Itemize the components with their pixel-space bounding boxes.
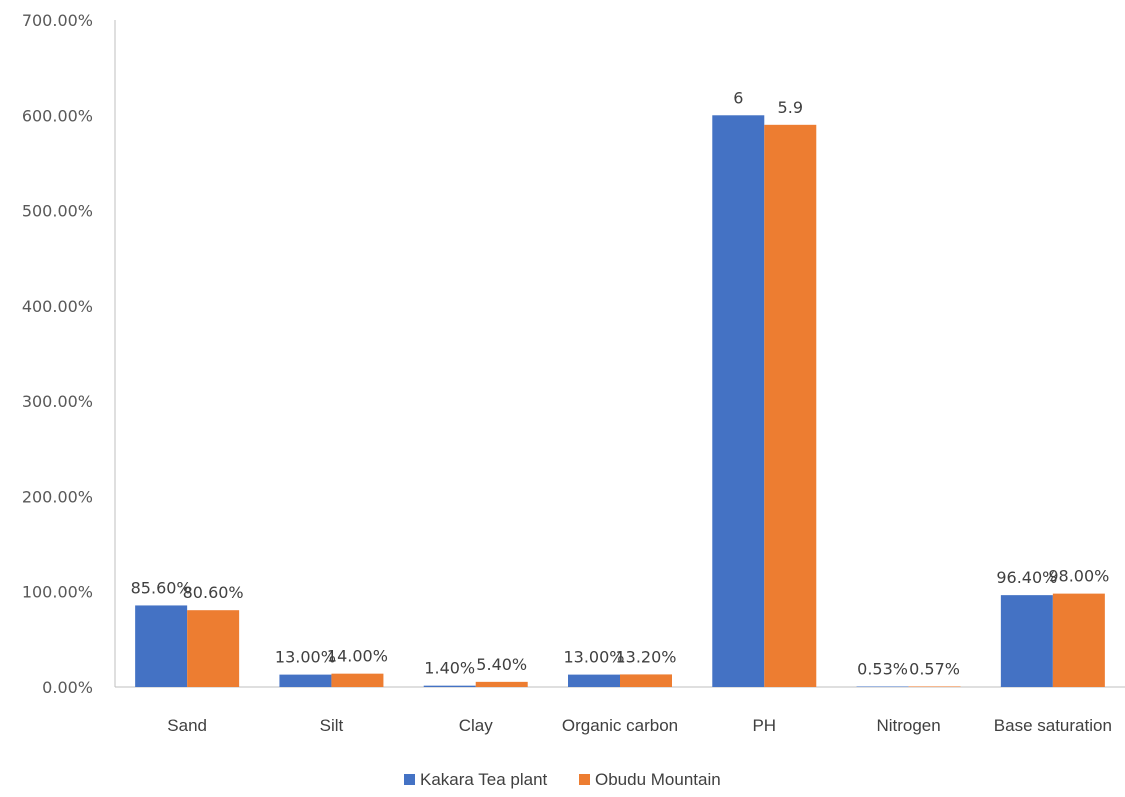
chart-legend: Kakara Tea plant Obudu Mountain <box>404 770 721 789</box>
legend-swatch <box>579 774 590 785</box>
data-label: 0.53% <box>857 659 908 678</box>
data-label: 5.9 <box>778 98 803 117</box>
chart-bars <box>135 115 1105 688</box>
bar-obudu-mountain <box>620 674 672 687</box>
data-label: 6 <box>733 88 743 107</box>
y-tick-label: 0.00% <box>42 678 93 697</box>
data-label: 13.00% <box>563 648 624 667</box>
data-label: 13.00% <box>275 648 336 667</box>
legend-swatch <box>404 774 415 785</box>
bar-obudu-mountain <box>331 673 384 687</box>
data-label: 96.40% <box>996 568 1057 587</box>
y-tick-label: 400.00% <box>22 297 93 316</box>
bar-kakara-tea-plant <box>856 686 909 687</box>
x-tick-label: Sand <box>167 716 207 735</box>
x-tick-label: Nitrogen <box>876 716 940 735</box>
bar-kakara-tea-plant <box>1000 595 1053 687</box>
bar-obudu-mountain <box>908 686 961 687</box>
y-tick-label: 600.00% <box>22 106 93 125</box>
chart-labels: 85.60% 13.00% 1.40% 13.00% 6 0.53% 96.40% 80.60… <box>131 88 1110 678</box>
x-tick-label: Base saturation <box>994 716 1112 735</box>
chart-axes: 0.00% 100.00% 200.00% 300.00% 400.00% 500.00%… <box>22 11 1125 735</box>
y-tick-label: 700.00% <box>22 11 93 30</box>
bar-obudu-mountain <box>475 681 528 687</box>
x-tick-label: PH <box>752 716 776 735</box>
data-label: 80.60% <box>183 583 244 602</box>
y-tick-label: 300.00% <box>22 392 93 411</box>
y-tick-label: 200.00% <box>22 487 93 506</box>
bar-kakara-tea-plant <box>568 674 620 687</box>
data-label: 98.00% <box>1048 567 1109 586</box>
legend-label: Obudu Mountain <box>595 770 721 789</box>
data-label: 14.00% <box>327 647 388 666</box>
data-label: 0.57% <box>909 659 960 678</box>
data-label: 5.40% <box>476 655 527 674</box>
bar-kakara-tea-plant <box>279 674 332 687</box>
data-label: 85.60% <box>131 578 192 597</box>
y-tick-label: 500.00% <box>22 202 93 221</box>
bar-obudu-mountain <box>764 124 817 688</box>
bar-kakara-tea-plant <box>712 115 765 688</box>
data-label: 13.20% <box>615 647 676 666</box>
x-tick-label: Clay <box>459 716 494 735</box>
data-label: 1.40% <box>424 659 475 678</box>
bar-kakara-tea-plant <box>423 685 476 687</box>
y-tick-label: 100.00% <box>22 583 93 602</box>
bar-obudu-mountain <box>1052 593 1105 687</box>
bar-kakara-tea-plant <box>135 605 188 687</box>
x-tick-label: Silt <box>320 716 344 735</box>
bar-obudu-mountain <box>187 610 240 687</box>
legend-label: Kakara Tea plant <box>420 770 548 789</box>
x-tick-label: Organic carbon <box>562 716 678 735</box>
